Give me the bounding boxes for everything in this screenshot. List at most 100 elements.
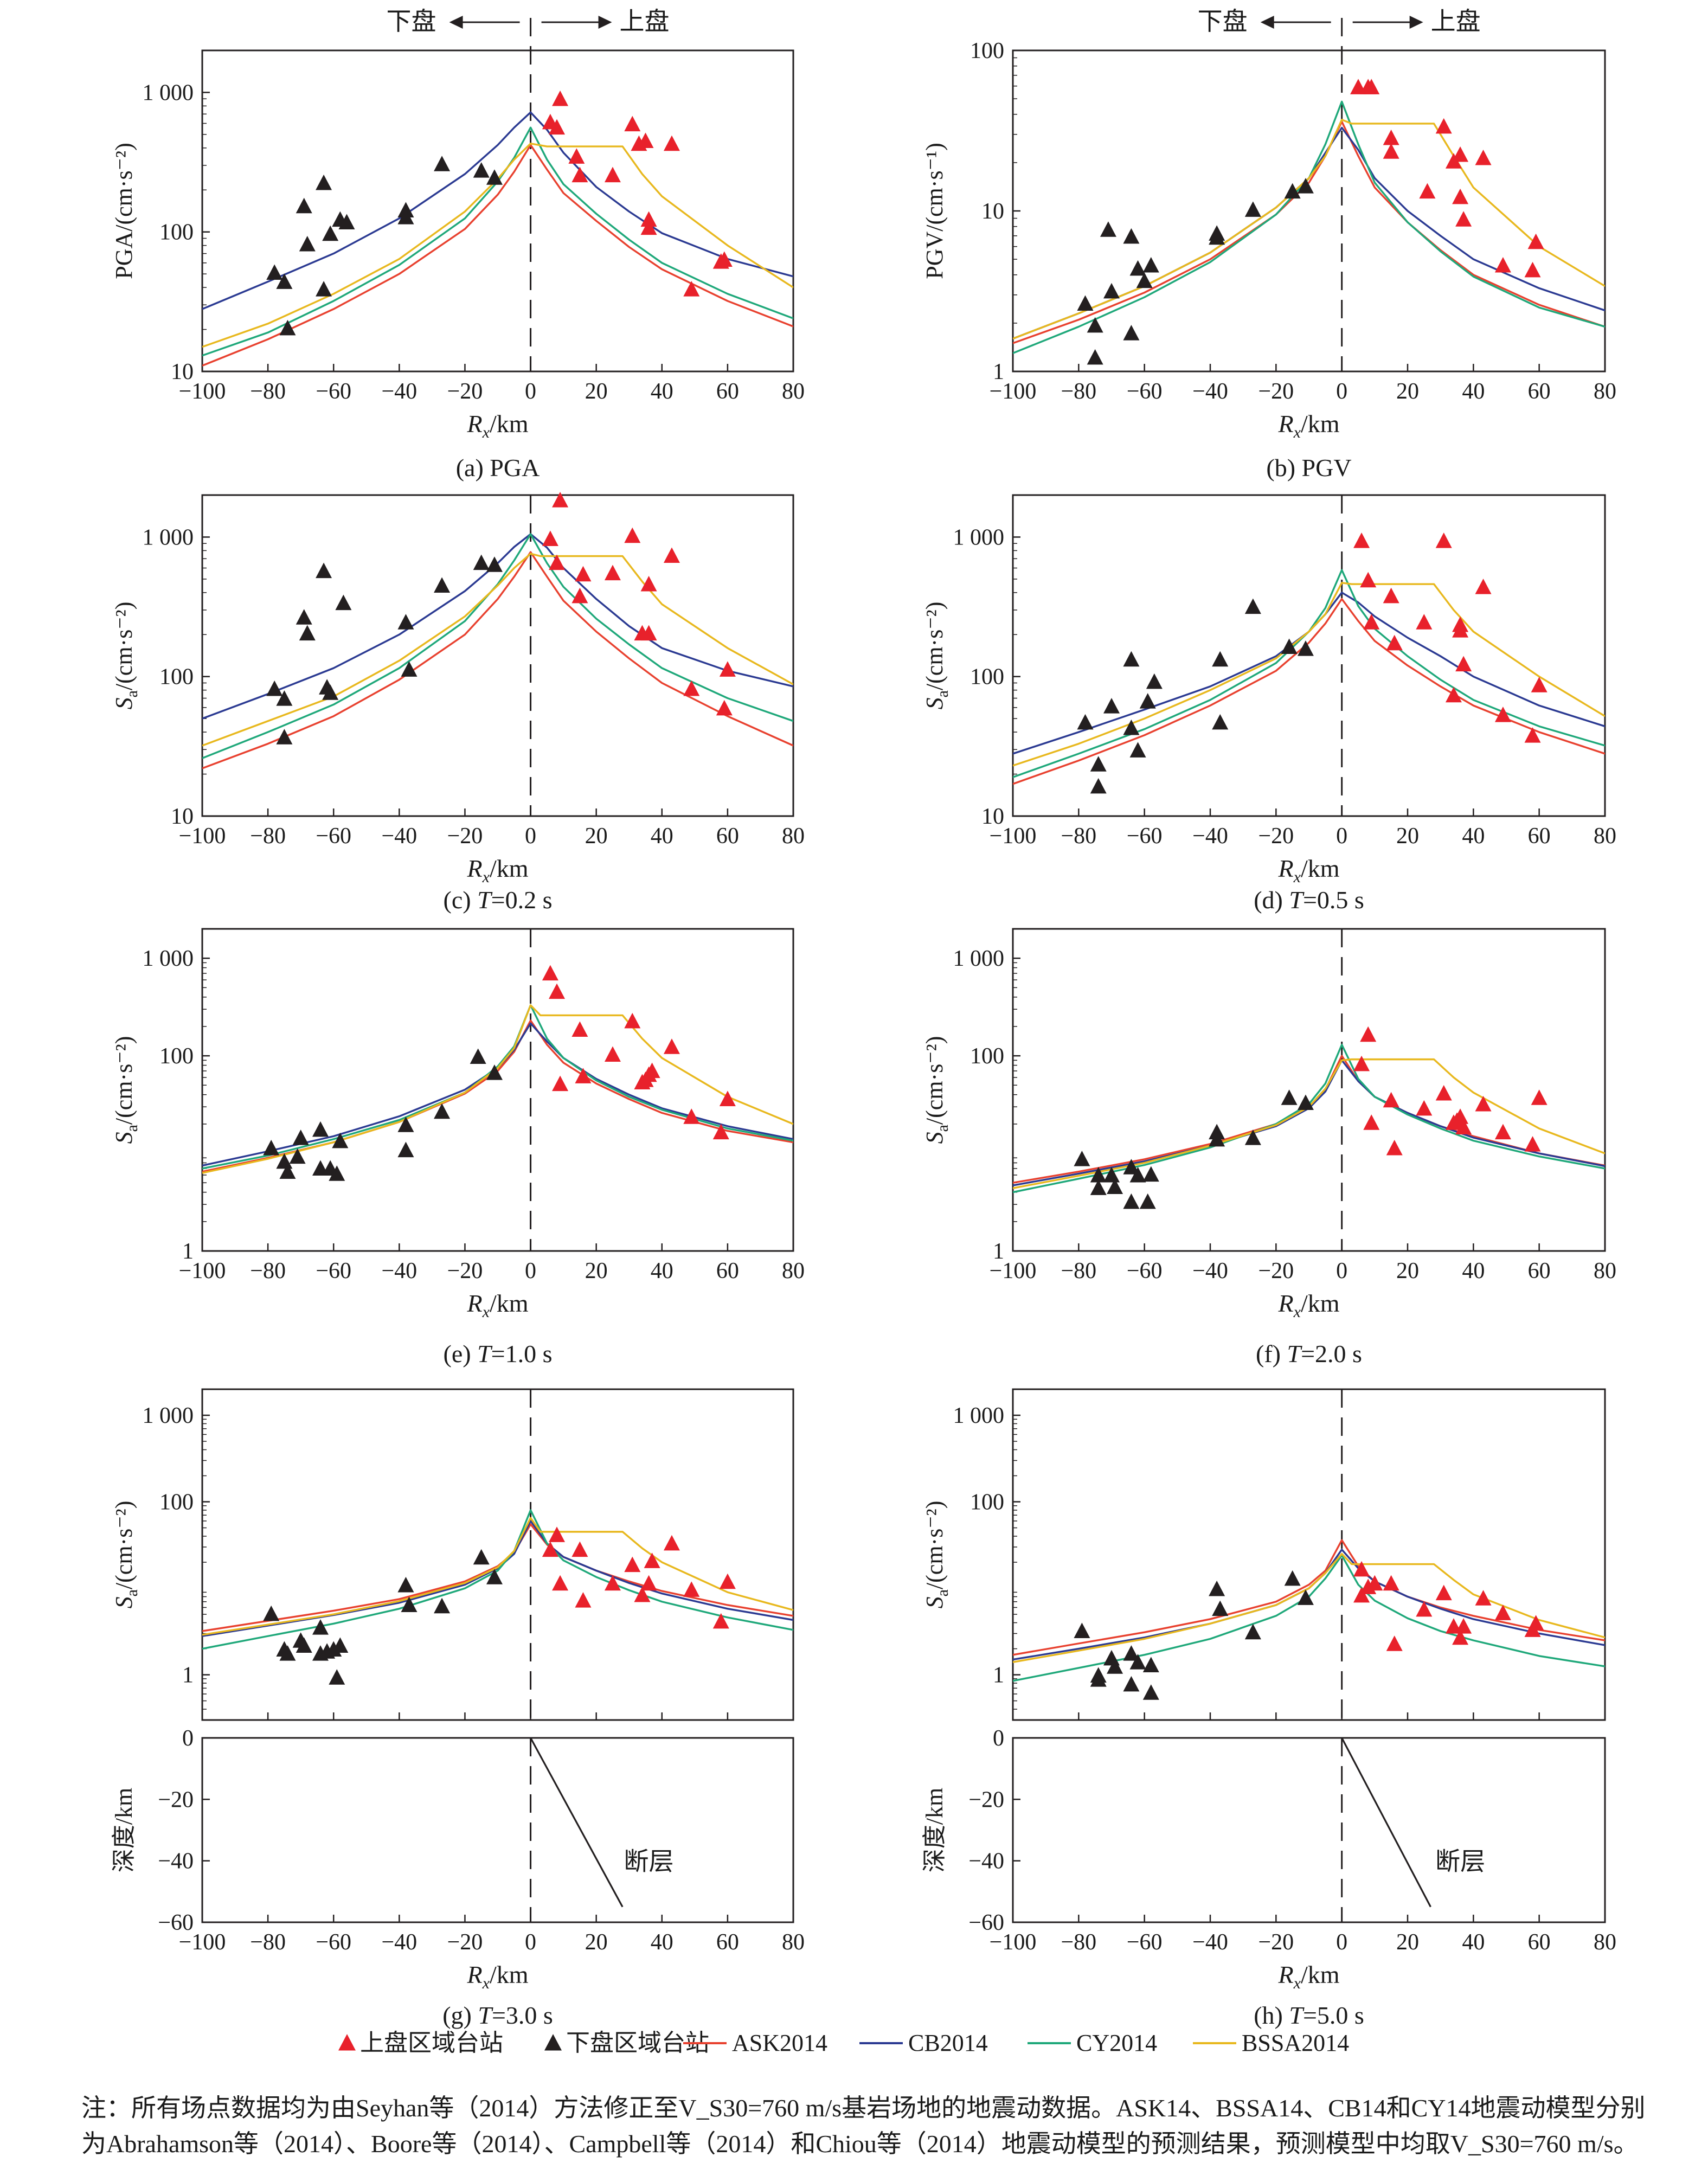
footwall-station-point: [1281, 638, 1298, 654]
x-tick-label: −40: [381, 1930, 417, 1955]
footwall-station-point: [1209, 229, 1225, 245]
x-tick-label: 0: [1336, 824, 1347, 849]
footwall-station-point: [1129, 1166, 1146, 1183]
x-tick-label: 40: [651, 379, 673, 404]
y-tick-label: 100: [970, 1044, 1004, 1069]
y-tick-label: 1: [182, 1663, 194, 1688]
x-tick-label: 60: [716, 379, 739, 404]
hanging-wall-station-point: [1383, 1092, 1399, 1108]
y-tick-label: 10: [171, 360, 194, 384]
series-cb2014: [1013, 592, 1605, 755]
footwall-station-point: [401, 1596, 418, 1613]
panel-caption: (e) T=1.0 s: [444, 1340, 553, 1368]
series-cy2014: [202, 1004, 793, 1170]
hanging-wall-station-point: [1455, 1119, 1472, 1134]
footwall-station-point: [276, 729, 293, 745]
hanging-wall-station-point: [552, 91, 569, 106]
footwall-station-point: [486, 1569, 503, 1584]
footwall-station-point: [470, 1048, 486, 1064]
hanging-wall-station-point: [572, 166, 588, 183]
hanging-wall-station-point: [1353, 1561, 1370, 1577]
hanging-wall-station-point: [683, 281, 700, 297]
x-tick-label: 0: [525, 1930, 536, 1955]
x-tick-label: −80: [250, 379, 286, 404]
x-axis-label: Rx/km: [467, 1961, 529, 1992]
hanging-wall-station-point: [1452, 1108, 1469, 1124]
hanging-wall-station-point: [640, 219, 657, 235]
footwall-station-point: [1297, 640, 1314, 656]
hanging-wall-station-point: [1360, 1026, 1377, 1042]
footwall-station-point: [289, 1148, 306, 1164]
series-bssa2014: [202, 1004, 793, 1174]
legend-marker: [544, 2034, 562, 2051]
x-tick-label: −60: [316, 379, 351, 404]
y-tick-label: 1 000: [953, 946, 1005, 971]
y-tick-label: 1: [993, 1663, 1004, 1688]
x-tick-label: −20: [1258, 1930, 1294, 1955]
hanging-wall-station-point: [716, 251, 733, 267]
series-ask2014: [202, 144, 793, 367]
footwall-station-point: [1142, 1166, 1159, 1182]
y-tick-label: −40: [158, 1849, 194, 1874]
series-cb2014: [202, 111, 793, 310]
y-tick-label: 100: [159, 1044, 194, 1069]
footwall-station-point: [397, 1141, 414, 1158]
panel-b: −100 −80 −60 −40 −20 0 20 40 60 80 1 10 100 PGV/(cm·s…: [921, 8, 1616, 482]
footwall-station-point: [1123, 1159, 1140, 1175]
hanging-wall-station-point: [1383, 129, 1399, 145]
x-tick-label: 0: [525, 824, 536, 849]
x-tick-label: −40: [1192, 1930, 1228, 1955]
hanging-wall-station-point: [1435, 118, 1452, 134]
y-tick-label: 1 000: [953, 1403, 1005, 1428]
hanging-wall-station-point: [572, 1021, 588, 1037]
hanging-wall-station-point: [1475, 1095, 1492, 1112]
footwall-station-point: [486, 169, 503, 185]
plot-frame: [201, 928, 794, 1252]
right-arrow-head: [598, 16, 612, 29]
footwall-station-point: [1100, 221, 1116, 237]
footwall-station-point: [279, 1645, 296, 1661]
footwall-station-point: [299, 235, 316, 252]
hanging-wall-station-point: [719, 661, 736, 677]
panel-caption: (c) T=0.2 s: [444, 886, 553, 914]
footwall-station-point: [473, 554, 490, 570]
panel-h-depth: −100 −80 −60 −40 −20 0 20 40 60 80 0 −20 −40 −60 深度/km…: [921, 1726, 1616, 1992]
plot-frame: [201, 1737, 794, 1923]
plot-frame: [1012, 1388, 1606, 1721]
footwall-station-point: [279, 1163, 296, 1179]
hanging-wall-station-point: [1475, 1590, 1492, 1606]
footwall-station-point: [1077, 295, 1094, 311]
plot-frame: [1012, 49, 1606, 373]
series-cy2014: [1013, 1043, 1605, 1193]
footwall-station-point: [338, 214, 355, 229]
footwall-station-point: [1244, 201, 1261, 217]
footwall-station-point: [1090, 778, 1107, 794]
series-bssa2014: [1013, 582, 1605, 767]
x-tick-label: 0: [1336, 379, 1347, 404]
series-bssa2014: [1013, 1552, 1605, 1663]
x-tick-label: −40: [381, 379, 417, 404]
footwall-station-point: [1129, 742, 1146, 758]
y-axis-label: Sa/(cm·s⁻²): [111, 1036, 141, 1144]
x-axis-label: Rx/km: [1278, 855, 1340, 886]
x-axis-label: Rx/km: [467, 855, 529, 886]
x-tick-label: 20: [1396, 1930, 1419, 1955]
fault-trace-line: [1341, 1737, 1431, 1908]
y-tick-label: 10: [981, 199, 1004, 224]
footwall-station-point: [1209, 1131, 1225, 1147]
x-tick-label: −40: [1192, 379, 1228, 404]
panel-g: 1 100 1 000 Sa/(cm·s⁻²) (g) T=3.0 s: [111, 1388, 794, 2029]
y-axis-label: Sa/(cm·s⁻²): [111, 602, 141, 710]
curves-group: [1013, 100, 1605, 354]
y-tick-label: 100: [159, 665, 194, 690]
footwall-direction-label: 下盘: [1198, 8, 1248, 35]
x-tick-label: 40: [1462, 1259, 1485, 1283]
footwall-station-point: [263, 1139, 280, 1156]
x-tick-label: −40: [1192, 1259, 1228, 1283]
footwall-station-point: [1090, 1179, 1107, 1195]
hanging-wall-station-point: [1416, 1100, 1433, 1116]
x-tick-label: 20: [585, 824, 608, 849]
footwall-station-point: [434, 1103, 451, 1119]
footwall-station-point: [1123, 1193, 1140, 1209]
footwall-station-point: [312, 1121, 329, 1137]
